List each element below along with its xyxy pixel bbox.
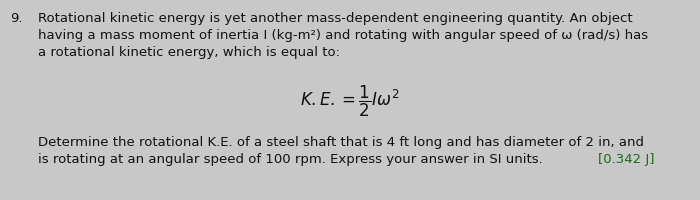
Text: 9.: 9. (10, 12, 22, 25)
Text: a rotational kinetic energy, which is equal to:: a rotational kinetic energy, which is eq… (38, 46, 340, 59)
Text: [0.342 J]: [0.342 J] (598, 153, 654, 166)
Text: Rotational kinetic energy is yet another mass-dependent engineering quantity. An: Rotational kinetic energy is yet another… (38, 12, 633, 25)
Text: $K.E.= \dfrac{1}{2}I\omega^2$: $K.E.= \dfrac{1}{2}I\omega^2$ (300, 84, 400, 119)
Text: Determine the rotational K.E. of a steel shaft that is 4 ft long and has diamete: Determine the rotational K.E. of a steel… (38, 136, 644, 149)
Text: is rotating at an angular speed of 100 rpm. Express your answer in SI units.: is rotating at an angular speed of 100 r… (38, 153, 542, 166)
Text: having a mass moment of inertia I (kg-m²) and rotating with angular speed of ω (: having a mass moment of inertia I (kg-m²… (38, 29, 648, 42)
